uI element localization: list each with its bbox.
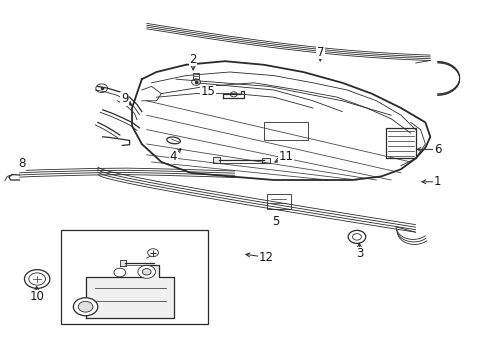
Polygon shape (85, 265, 173, 318)
Text: 10: 10 (29, 291, 44, 303)
Bar (266, 194, 290, 209)
Text: 1: 1 (433, 175, 441, 188)
Text: 7: 7 (316, 46, 324, 59)
Text: 14: 14 (102, 247, 117, 260)
Text: 13: 13 (171, 262, 185, 275)
Polygon shape (120, 260, 126, 266)
Bar (264, 122, 307, 140)
Text: 4: 4 (169, 150, 177, 163)
Circle shape (78, 301, 93, 312)
Text: 6: 6 (433, 143, 441, 156)
Circle shape (191, 79, 200, 85)
Text: 2: 2 (189, 53, 197, 66)
Text: 15: 15 (200, 85, 215, 98)
Circle shape (114, 268, 125, 277)
Polygon shape (212, 157, 220, 163)
Polygon shape (262, 158, 269, 163)
Text: 3: 3 (355, 247, 363, 260)
Circle shape (147, 249, 158, 257)
Bar (61, 230, 207, 324)
Circle shape (230, 92, 237, 97)
Ellipse shape (166, 137, 180, 144)
Circle shape (73, 298, 98, 316)
Text: 8: 8 (18, 157, 26, 170)
Text: 5: 5 (272, 215, 280, 228)
Circle shape (347, 230, 365, 243)
Text: 12: 12 (259, 251, 273, 264)
Text: 11: 11 (278, 150, 293, 163)
Circle shape (138, 265, 155, 278)
Circle shape (142, 269, 151, 275)
Circle shape (29, 273, 45, 285)
Text: 9: 9 (121, 93, 128, 105)
Circle shape (96, 84, 107, 93)
Bar (386, 128, 415, 158)
Circle shape (352, 234, 361, 240)
Circle shape (24, 270, 50, 288)
